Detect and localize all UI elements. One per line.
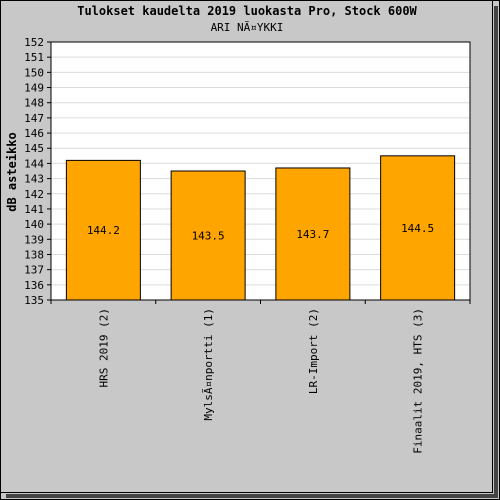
bar [170, 170, 246, 301]
y-tick-label: 140 [24, 218, 44, 231]
y-tick-label: 136 [24, 279, 44, 292]
x-tick-label: MylsÃ¤nportti (1) [202, 308, 215, 421]
data-label: 144.5 [401, 222, 434, 235]
x-tick-label: Finaalit 2019, HTS (3) [412, 308, 425, 454]
y-tick-label: 142 [24, 188, 44, 201]
bar [380, 155, 456, 301]
data-label: 143.5 [192, 230, 225, 243]
chart-subtitle: ARI NÃ¤YKKI [210, 21, 284, 34]
y-tick-label: 141 [24, 203, 44, 216]
bar [275, 167, 351, 301]
data-label: 143.7 [296, 228, 329, 241]
y-tick-label: 145 [24, 142, 44, 155]
x-tick-label: HRS 2019 (2) [97, 308, 110, 387]
y-tick-label: 144 [24, 157, 44, 170]
data-label: 144.2 [87, 224, 120, 237]
y-tick-label: 139 [24, 233, 44, 246]
y-tick-label: 152 [24, 36, 44, 49]
y-tick-label: 138 [24, 248, 44, 261]
plot-border [50, 41, 471, 301]
y-tick-label: 150 [24, 66, 44, 79]
y-tick-label: 135 [24, 294, 44, 307]
x-tick-label: LR-Import (2) [307, 308, 320, 394]
y-tick-label: 147 [24, 112, 44, 125]
y-tick-label: 137 [24, 264, 44, 277]
bar [65, 159, 141, 301]
frame-shadow-bottom [6, 494, 498, 498]
y-tick-label: 143 [24, 173, 44, 186]
chart-title: Tulokset kaudelta 2019 luokasta Pro, Sto… [77, 4, 417, 18]
y-tick-label: 148 [24, 97, 44, 110]
y-tick-label: 151 [24, 51, 44, 64]
y-tick-label: 149 [24, 82, 44, 95]
frame-shadow-right [494, 6, 498, 498]
y-tick-label: 146 [24, 127, 44, 140]
